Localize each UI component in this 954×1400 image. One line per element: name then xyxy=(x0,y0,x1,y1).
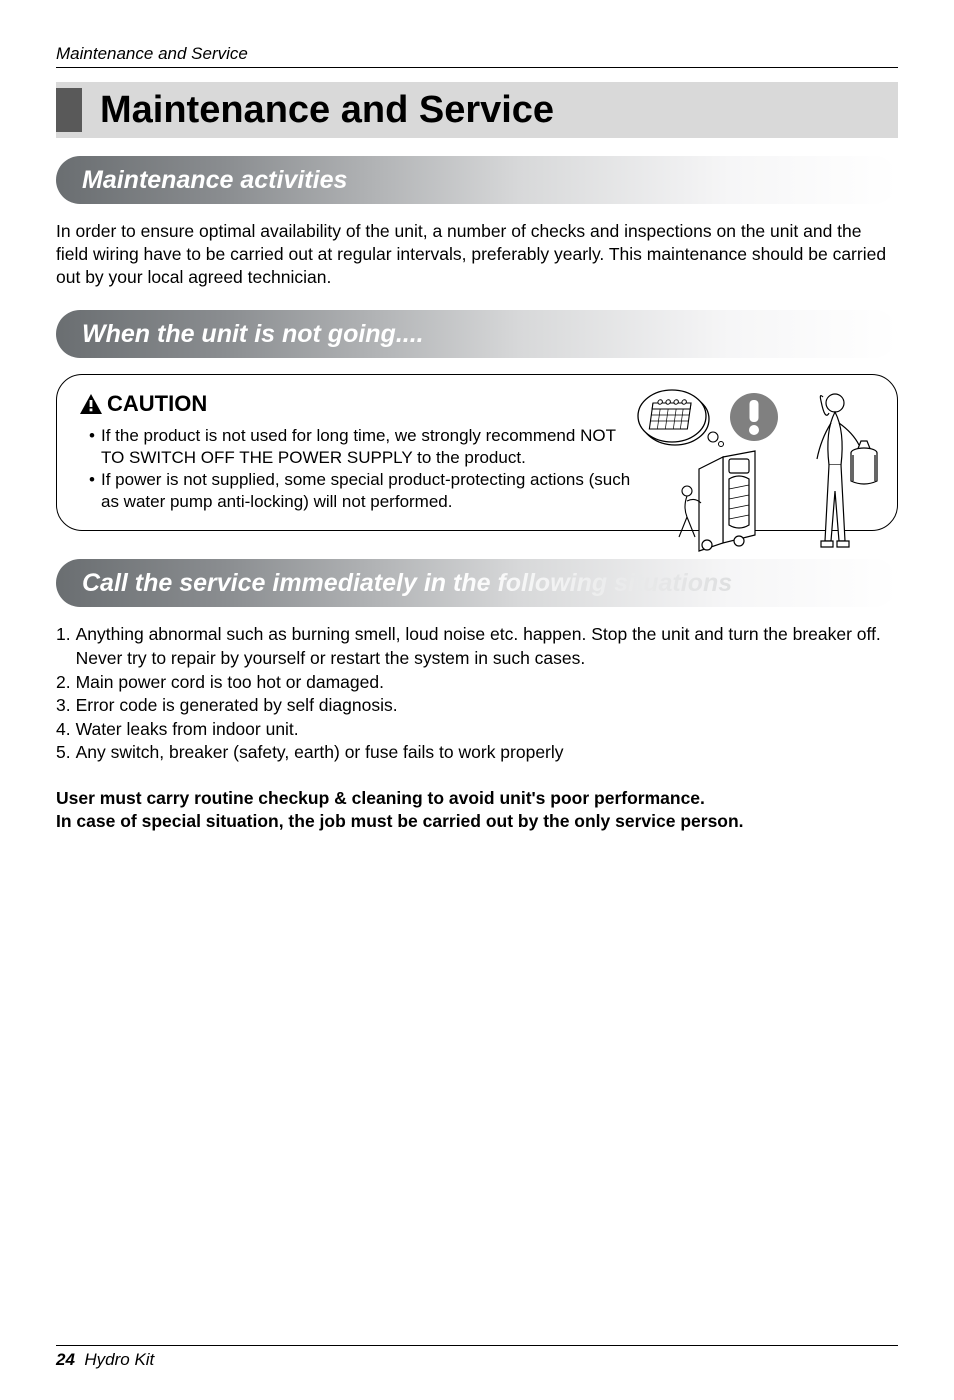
section-heading-pill: When the unit is not going.... xyxy=(56,310,898,358)
header-rule xyxy=(56,67,898,68)
section-body: In order to ensure optimal availability … xyxy=(56,220,898,288)
caution-label: CAUTION xyxy=(107,391,207,417)
item-text: Water leaks from indoor unit. xyxy=(76,718,299,742)
list-item: 3.Error code is generated by self diagno… xyxy=(56,694,898,718)
running-head: Maintenance and Service xyxy=(56,44,898,64)
list-item: 2.Main power cord is too hot or damaged. xyxy=(56,671,898,695)
page-number: 24 xyxy=(56,1350,75,1369)
chapter-title-bar: Maintenance and Service xyxy=(56,82,898,138)
numbered-list: 1.Anything abnormal such as burning smel… xyxy=(56,623,898,765)
chapter-title: Maintenance and Service xyxy=(100,89,554,132)
item-number: 1. xyxy=(56,623,76,670)
caution-illustration xyxy=(629,385,879,557)
page-footer: 24 Hydro Kit xyxy=(56,1345,898,1370)
list-item: 5.Any switch, breaker (safety, earth) or… xyxy=(56,741,898,765)
caution-item: If the product is not used for long time… xyxy=(89,425,639,469)
item-text: Any switch, breaker (safety, earth) or f… xyxy=(76,741,564,765)
item-text: Main power cord is too hot or damaged. xyxy=(76,671,384,695)
item-text: Error code is generated by self diagnosi… xyxy=(76,694,398,718)
footer-title: Hydro Kit xyxy=(84,1350,154,1369)
title-accent-block xyxy=(56,88,82,132)
list-item: 1.Anything abnormal such as burning smel… xyxy=(56,623,898,670)
item-number: 4. xyxy=(56,718,76,742)
caution-list: If the product is not used for long time… xyxy=(79,425,639,512)
section-heading-pill: Maintenance activities xyxy=(56,156,898,204)
section-heading: Call the service immediately in the foll… xyxy=(82,569,732,598)
item-number: 2. xyxy=(56,671,76,695)
section-heading-pill: Call the service immediately in the foll… xyxy=(56,559,898,607)
emphasis-line: User must carry routine checkup & cleani… xyxy=(56,787,898,810)
item-number: 3. xyxy=(56,694,76,718)
warning-icon xyxy=(79,393,103,415)
caution-item: If power is not supplied, some special p… xyxy=(89,469,639,513)
section-heading: When the unit is not going.... xyxy=(82,320,424,349)
item-text: Anything abnormal such as burning smell,… xyxy=(76,623,898,670)
emphasis-line: In case of special situation, the job mu… xyxy=(56,810,898,833)
item-number: 5. xyxy=(56,741,76,765)
caution-box: CAUTION If the product is not used for l… xyxy=(56,374,898,531)
section-heading: Maintenance activities xyxy=(82,166,347,195)
list-item: 4.Water leaks from indoor unit. xyxy=(56,718,898,742)
footer-rule xyxy=(56,1345,898,1346)
